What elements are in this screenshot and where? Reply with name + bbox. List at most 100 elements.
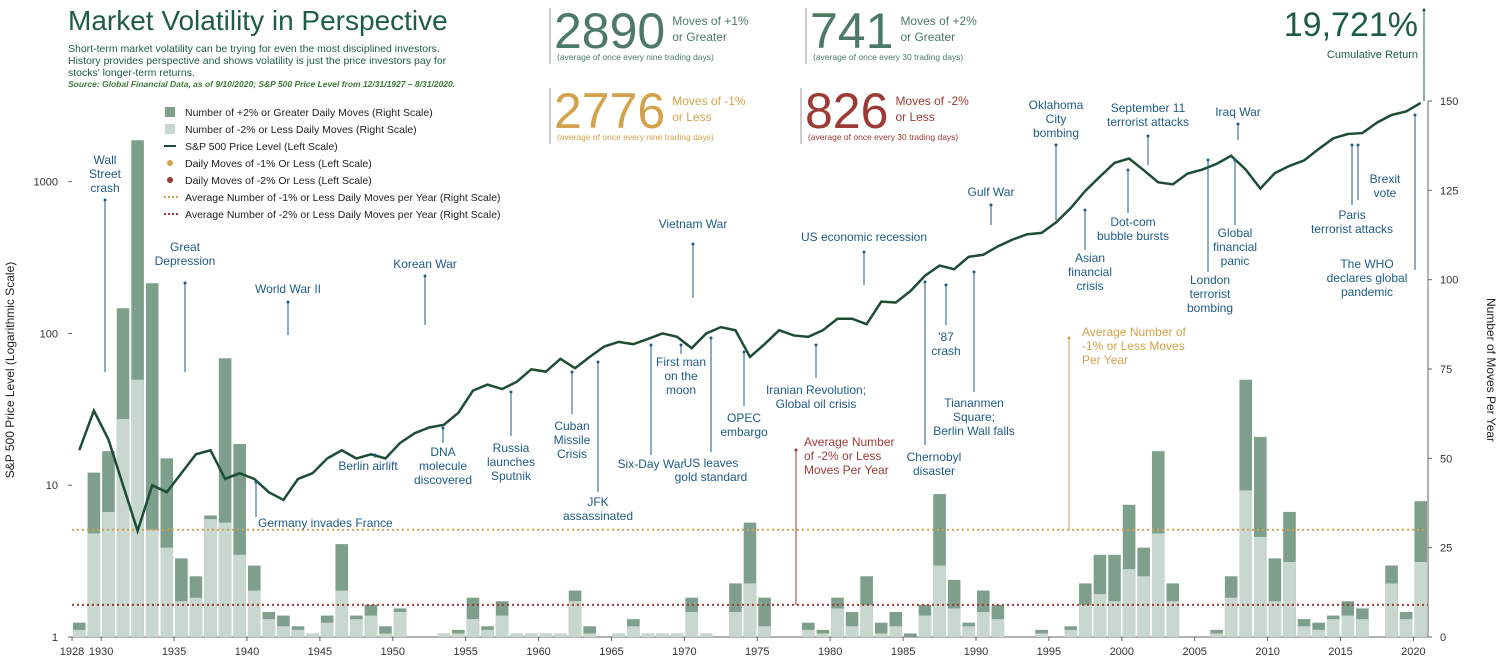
bar xyxy=(743,583,757,637)
stat-label: or Greater xyxy=(900,30,955,44)
bar xyxy=(1341,615,1355,637)
y2-tick-label: 0 xyxy=(1440,632,1446,644)
legend-swatch xyxy=(165,107,175,117)
annotation: Russia xyxy=(493,441,530,455)
y-tick-label: 10 xyxy=(46,480,58,492)
annotation-dot xyxy=(254,480,258,484)
annotation: Berlin Wall falls xyxy=(933,424,1015,438)
annotation: Vietnam War xyxy=(659,217,728,231)
annotation-dot xyxy=(103,198,107,202)
y2-tick-label: 75 xyxy=(1440,364,1452,376)
annotation-dot xyxy=(814,343,818,347)
annotation: launches xyxy=(487,455,535,469)
bar xyxy=(262,619,276,637)
stat-label: Moves of -1% xyxy=(672,94,746,108)
subtitle: Short-term market volatility can be tryi… xyxy=(68,43,440,55)
annotation: pandemic xyxy=(1341,285,1393,299)
bar xyxy=(1239,490,1253,637)
stat-value: 2776 xyxy=(554,83,665,139)
annotation: World War II xyxy=(255,282,321,296)
annotation-dot xyxy=(709,336,713,340)
y2-tick-label: 25 xyxy=(1440,543,1452,555)
bar xyxy=(874,622,888,637)
bar xyxy=(1297,626,1311,637)
annotation: vote xyxy=(1374,186,1397,200)
bar xyxy=(1385,583,1398,637)
bar xyxy=(204,519,217,637)
annotation-dot xyxy=(1067,336,1071,340)
legend-label: Average Number of -1% or Less Daily Move… xyxy=(185,192,501,204)
annotation-dot xyxy=(1146,134,1150,138)
annotation: Street xyxy=(89,167,122,181)
bar xyxy=(1356,619,1369,637)
annotation: The WHO xyxy=(1340,257,1393,271)
bar xyxy=(1224,597,1238,637)
annotation-dot xyxy=(286,300,290,304)
x-tick-label: 2020 xyxy=(1401,646,1425,658)
legend-swatch xyxy=(167,177,173,183)
y2-tick-label: 100 xyxy=(1440,275,1458,287)
source: Source: Global Financial Data, as of 9/1… xyxy=(68,79,455,89)
annotation: discovered xyxy=(414,473,472,487)
bar xyxy=(583,626,596,637)
bar xyxy=(452,633,465,637)
stat-note: (average of once every nine trading days… xyxy=(557,52,714,62)
x-tick-label: 2015 xyxy=(1328,646,1352,658)
bar xyxy=(699,633,713,637)
bar xyxy=(131,379,144,637)
annotation: Germany invades France xyxy=(258,516,393,530)
x-tick-label: 2010 xyxy=(1255,646,1279,658)
annotation: First man xyxy=(656,355,706,369)
bar xyxy=(189,597,203,637)
bar xyxy=(918,615,932,637)
annotation: DNA xyxy=(430,445,455,459)
bar xyxy=(233,554,246,637)
bar xyxy=(977,611,990,637)
bar xyxy=(933,565,946,637)
annotation: crash xyxy=(90,181,119,195)
bar xyxy=(73,629,86,637)
cumulative-label: Cumulative Return xyxy=(1327,49,1418,61)
x-tick-label: 1975 xyxy=(745,646,769,658)
stat-label: Moves of +2% xyxy=(900,14,977,28)
annotation-dot xyxy=(509,390,513,394)
bar xyxy=(306,633,319,637)
bar xyxy=(612,633,626,637)
annotation: Wall xyxy=(94,153,117,167)
stat-note: (average of once every 30 trading days) xyxy=(813,52,963,62)
annotation: financial xyxy=(1068,265,1112,279)
annotation: Sputnik xyxy=(491,469,532,483)
bar xyxy=(1122,569,1136,637)
subtitle: stocks' longer-term returns. xyxy=(68,67,195,79)
bar xyxy=(510,633,523,637)
annotation: bubble bursts xyxy=(1097,229,1169,243)
x-tick-label: 1940 xyxy=(235,646,259,658)
y-tick-label: 1000 xyxy=(34,177,58,189)
annotation-dot xyxy=(679,343,683,347)
stat-value: 2890 xyxy=(554,3,665,59)
stat-value: 741 xyxy=(810,3,893,59)
x-tick-label: 1945 xyxy=(308,646,332,658)
legend-swatch xyxy=(165,124,175,134)
stat-label: or Less xyxy=(895,110,934,124)
stat-note: (average of once every nine trading days… xyxy=(557,132,714,142)
bar xyxy=(874,633,888,637)
stat-note: (average of once every 30 trading days) xyxy=(808,132,958,142)
annotation: Missile xyxy=(554,433,591,447)
x-tick-label: 1980 xyxy=(818,646,842,658)
bar xyxy=(320,622,334,637)
bar xyxy=(991,619,1005,637)
leader-dot xyxy=(1422,8,1426,12)
annotation: Iraq War xyxy=(1215,105,1261,119)
annotation: terrorist attacks xyxy=(1107,115,1189,129)
bar xyxy=(1210,629,1223,637)
bar xyxy=(452,629,465,637)
bar xyxy=(816,633,830,637)
annotation-dot xyxy=(1233,158,1237,162)
bar xyxy=(758,626,771,637)
bar xyxy=(627,626,640,637)
title: Market Volatility in Perspective xyxy=(68,5,448,36)
bar xyxy=(1137,576,1150,637)
annotation-dot xyxy=(1350,143,1354,147)
annotation-dot xyxy=(972,270,976,274)
